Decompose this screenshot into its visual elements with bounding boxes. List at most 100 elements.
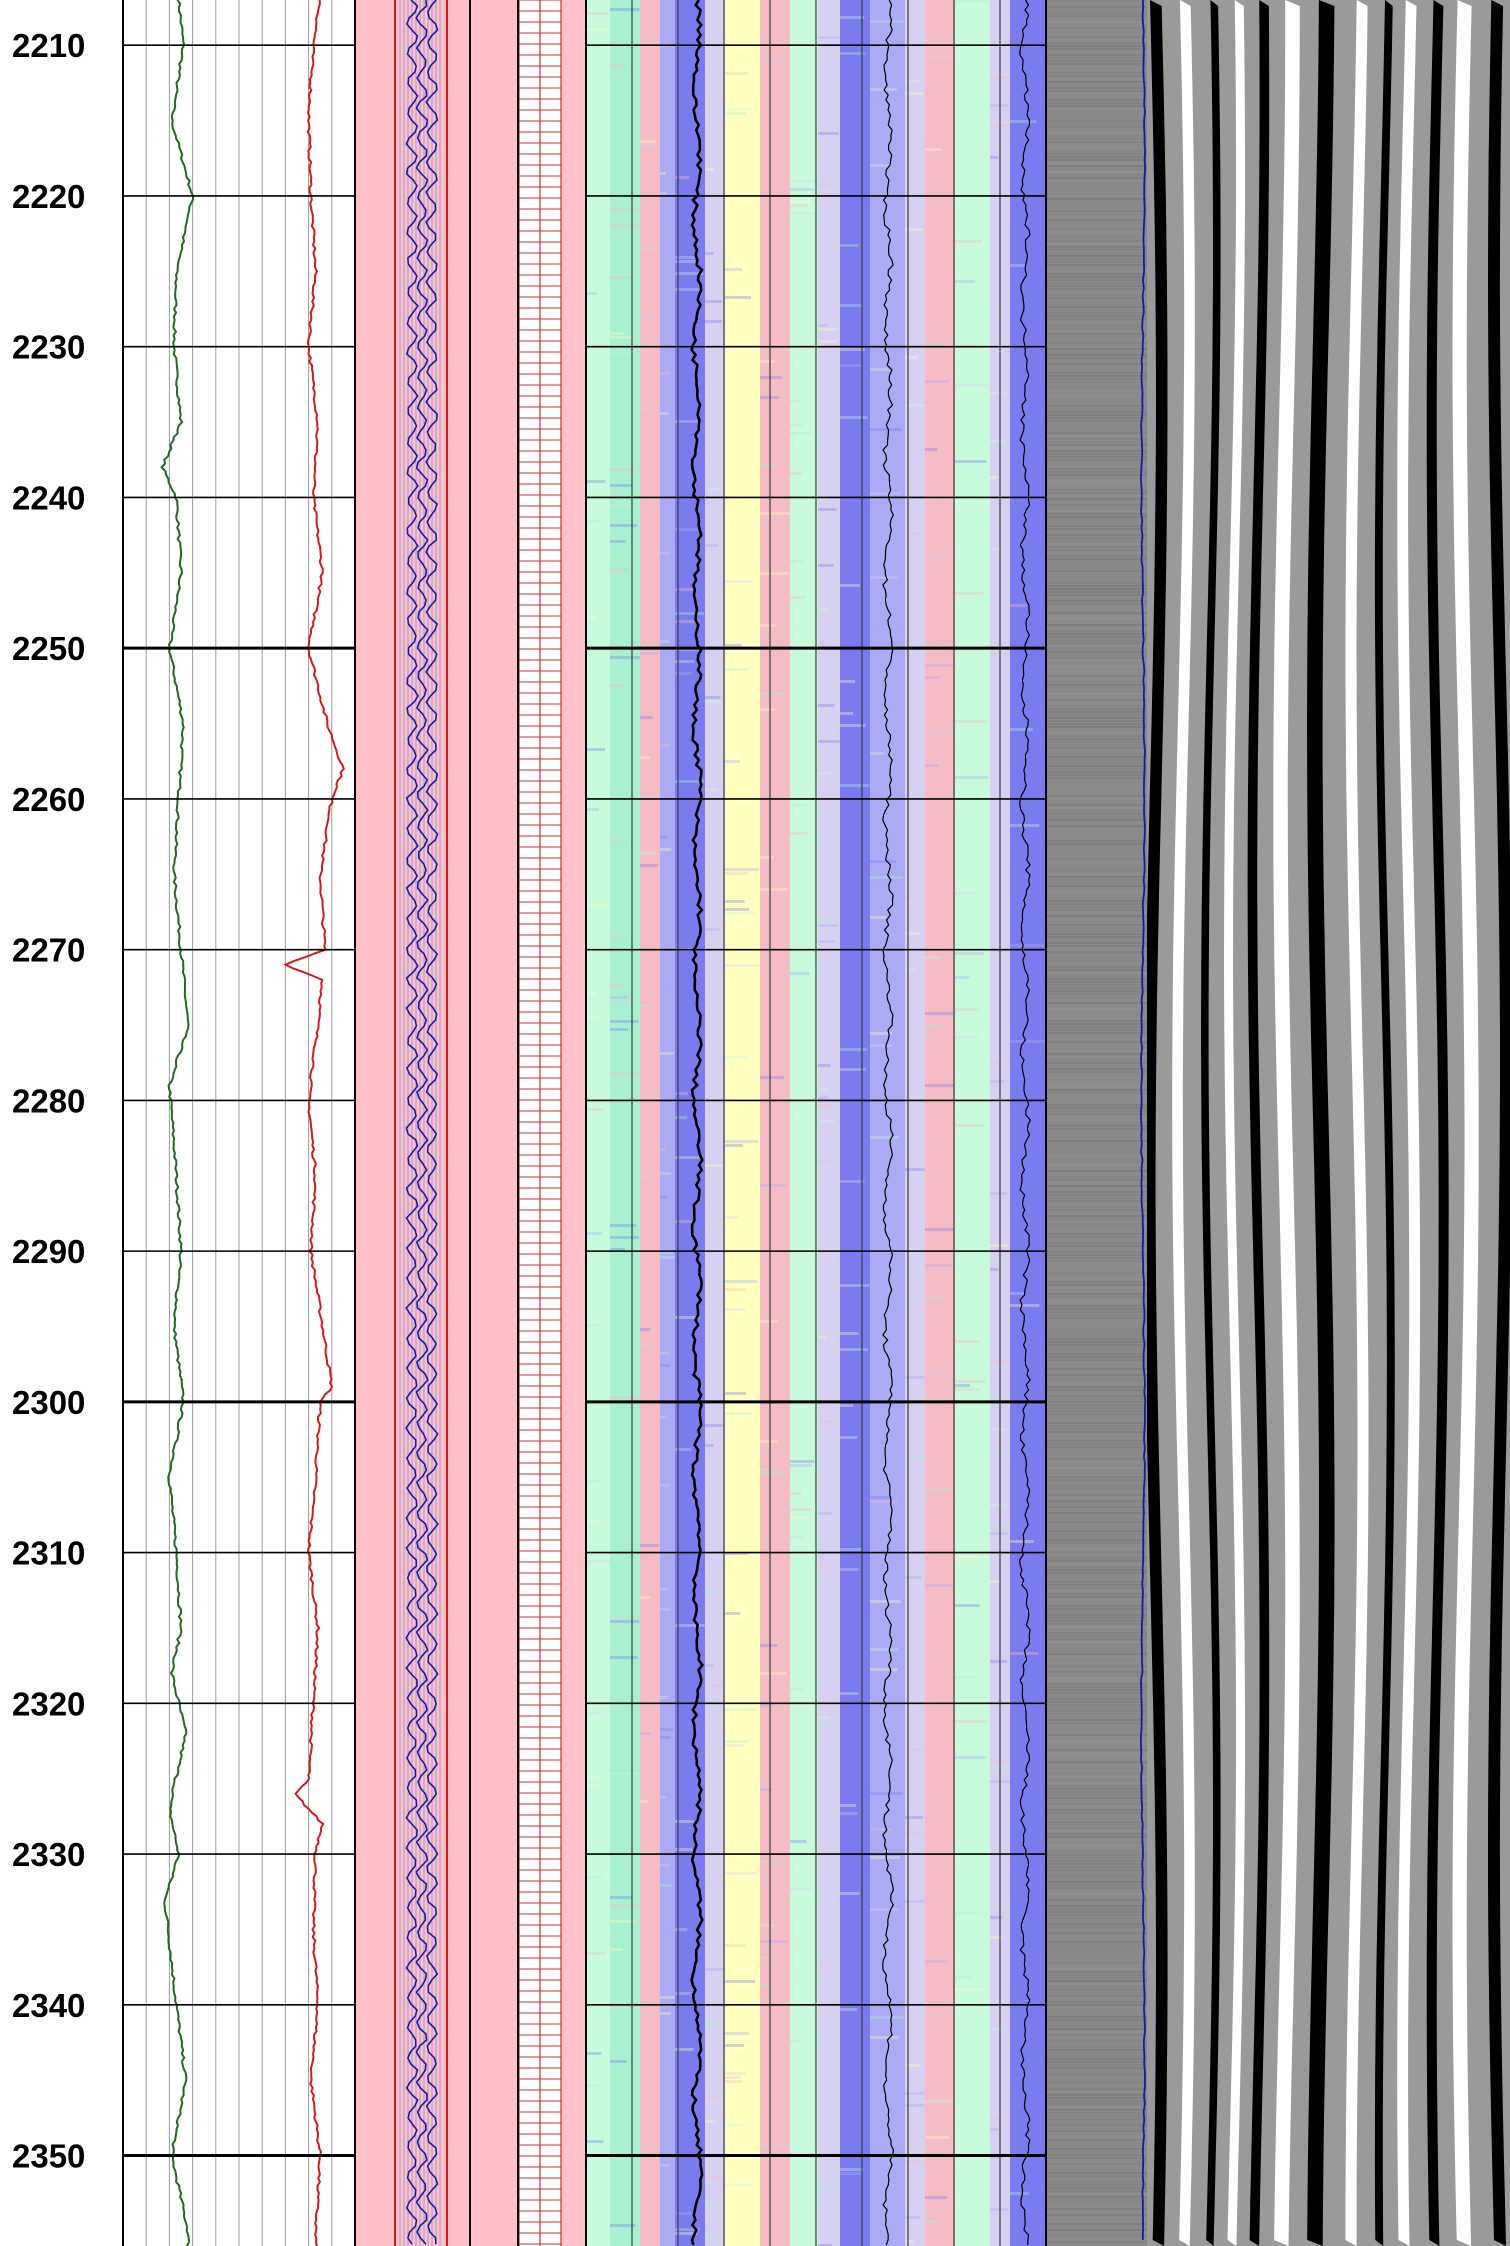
gray-texture xyxy=(1046,1593,1147,1595)
gray-texture xyxy=(1046,1731,1147,1733)
gray-texture xyxy=(1046,513,1147,515)
spectrum-texture xyxy=(818,1716,830,1719)
spectrum-texture xyxy=(840,348,865,351)
spectrum-texture xyxy=(840,784,870,787)
spectrum-texture xyxy=(840,1892,860,1895)
gray-texture xyxy=(1046,603,1147,605)
spectrum-texture xyxy=(610,128,636,131)
depth-tick-label: 2220 xyxy=(12,178,85,215)
gray-texture xyxy=(1046,615,1147,617)
gray-texture xyxy=(1046,1425,1147,1427)
spectrum-texture xyxy=(725,2044,745,2047)
spectrum-texture xyxy=(586,2052,602,2055)
gray-texture xyxy=(1046,1656,1147,1658)
gray-texture xyxy=(1046,771,1147,773)
spectrum-texture xyxy=(660,848,672,851)
spectrum-texture xyxy=(660,988,674,991)
spectrum-texture xyxy=(586,808,599,811)
gray-texture xyxy=(1046,1218,1147,1220)
gray-texture xyxy=(1046,555,1147,557)
spectrum-band xyxy=(705,0,725,2246)
spectrum-texture xyxy=(640,436,653,439)
gray-texture xyxy=(1046,600,1147,602)
spectrum-texture xyxy=(840,1548,862,1551)
gray-texture xyxy=(1046,1089,1147,1091)
gray-texture xyxy=(1046,1653,1147,1655)
spectrum-texture xyxy=(925,1836,949,1839)
spectrum-texture xyxy=(870,1044,893,1047)
gray-texture xyxy=(1046,1359,1147,1361)
spectrum-texture xyxy=(905,1748,923,1751)
gray-texture xyxy=(1046,1353,1147,1355)
gray-texture xyxy=(1046,1572,1147,1574)
spectrum-texture xyxy=(990,24,1004,27)
gray-texture xyxy=(1046,2088,1147,2090)
spectrum-texture xyxy=(818,920,837,923)
spectrum-texture xyxy=(990,476,999,479)
gray-texture xyxy=(1046,465,1147,467)
gray-texture xyxy=(1046,1551,1147,1553)
spectrum-texture xyxy=(925,1372,950,1375)
gray-texture xyxy=(1046,966,1147,968)
gray-texture xyxy=(1046,507,1147,509)
gray-texture xyxy=(1046,540,1147,542)
gray-texture xyxy=(1046,1566,1147,1568)
gray-texture xyxy=(1046,1368,1147,1370)
spectrum-texture xyxy=(705,1664,714,1667)
gray-texture xyxy=(1046,441,1147,443)
gray-texture xyxy=(1046,1059,1147,1061)
gray-texture xyxy=(1046,489,1147,491)
gray-texture xyxy=(1046,1608,1147,1610)
spectrum-texture xyxy=(725,72,748,75)
gray-texture xyxy=(1046,975,1147,977)
vdl-stripe xyxy=(1488,0,1510,2246)
gray-texture xyxy=(1046,204,1147,206)
spectrum-texture xyxy=(840,1692,859,1695)
gray-texture xyxy=(1046,1866,1147,1868)
gray-texture xyxy=(1046,6,1147,8)
gray-texture xyxy=(1046,1638,1147,1640)
gray-texture xyxy=(1046,264,1147,266)
depth-tick-label: 2330 xyxy=(12,1836,85,1873)
gray-texture xyxy=(1046,2220,1147,2222)
gray-texture xyxy=(1046,2049,1147,2051)
spectrum-band xyxy=(610,0,640,2246)
gray-texture xyxy=(1046,1740,1147,1742)
spectrum-texture xyxy=(760,1184,787,1187)
spectrum-texture xyxy=(840,1068,866,1071)
spectrum-texture xyxy=(610,984,623,987)
gray-texture xyxy=(1046,2208,1147,2210)
gray-texture xyxy=(1046,1908,1147,1910)
gray-texture xyxy=(1046,789,1147,791)
spectrum-texture xyxy=(675,1316,700,1319)
spectrum-texture xyxy=(760,1188,787,1191)
gray-texture xyxy=(1046,831,1147,833)
spectrum-texture xyxy=(990,100,999,103)
gray-texture xyxy=(1046,1263,1147,1265)
gray-texture xyxy=(1046,1824,1147,1826)
gray-texture xyxy=(1046,819,1147,821)
gray-texture xyxy=(1046,1737,1147,1739)
spectrum-texture xyxy=(818,1636,828,1639)
gray-texture xyxy=(1046,1422,1147,1424)
gray-texture xyxy=(1046,1947,1147,1949)
gray-texture xyxy=(1046,1119,1147,1121)
gray-texture xyxy=(1046,567,1147,569)
gray-texture xyxy=(1046,2046,1147,2048)
gray-texture xyxy=(1046,1689,1147,1691)
gray-texture xyxy=(1046,1611,1147,1613)
spectrum-texture xyxy=(790,804,810,807)
spectrum-texture xyxy=(818,704,835,707)
spectrum-texture xyxy=(675,1848,693,1851)
gray-texture xyxy=(1046,27,1147,29)
spectrum-texture xyxy=(586,2140,604,2143)
spectrum-texture xyxy=(675,736,702,739)
gray-texture xyxy=(1046,1266,1147,1268)
spectrum-texture xyxy=(610,568,628,571)
spectrum-texture xyxy=(840,636,870,639)
gray-texture xyxy=(1046,405,1147,407)
gray-texture xyxy=(1046,360,1147,362)
gray-texture xyxy=(1046,1650,1147,1652)
gray-texture xyxy=(1046,282,1147,284)
spectrum-texture xyxy=(705,1424,724,1427)
